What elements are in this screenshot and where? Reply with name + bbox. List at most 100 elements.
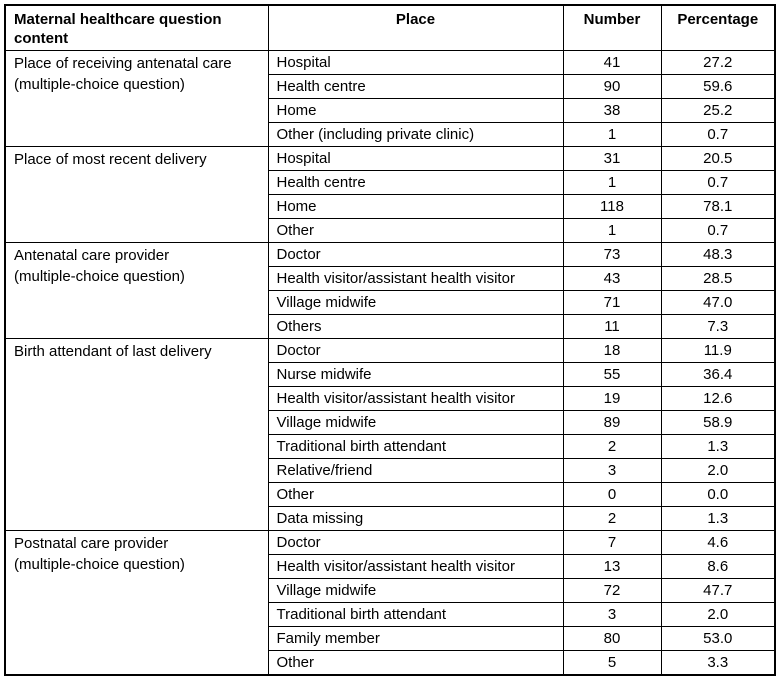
number-cell: 1 [562, 170, 662, 195]
number-cell: 43 [562, 266, 662, 291]
number-cell: 55 [562, 362, 662, 387]
place-cell: Home [267, 98, 564, 123]
table-row: Village midwife 89 58.9 [5, 410, 776, 435]
percentage-cell: 2.0 [660, 602, 776, 627]
percentage-cell: 28.5 [660, 266, 776, 291]
table-row: Other 0 0.0 [5, 482, 776, 507]
percentage-cell: 3.3 [660, 650, 776, 676]
number-cell: 2 [562, 434, 662, 459]
number-cell: 11 [562, 314, 662, 339]
table-row: Health visitor/assistant health visitor 4… [5, 266, 776, 291]
percentage-cell: 47.7 [660, 578, 776, 603]
number-cell: 18 [562, 338, 662, 363]
table-row: Other 5 3.3 [5, 650, 776, 676]
place-cell: Other [267, 650, 564, 676]
number-cell: 71 [562, 290, 662, 315]
column-header-percentage: Percentage [660, 4, 776, 51]
place-cell: Doctor [267, 338, 564, 363]
table-row: Postnatal care provider (multiple-choice … [4, 530, 776, 676]
place-cell: Health centre [267, 170, 564, 195]
place-cell: Hospital [267, 146, 564, 171]
number-cell: 80 [562, 626, 662, 651]
percentage-cell: 58.9 [660, 410, 776, 435]
percentage-cell: 48.3 [660, 242, 776, 267]
place-cell: Data missing [267, 506, 564, 531]
percentage-cell: 59.6 [660, 74, 776, 99]
place-cell: Traditional birth attendant [267, 434, 564, 459]
number-cell: 89 [562, 410, 662, 435]
table-row: Village midwife 72 47.7 [5, 578, 776, 603]
number-cell: 0 [562, 482, 662, 507]
number-cell: 3 [562, 458, 662, 483]
number-cell: 5 [562, 650, 662, 676]
column-header-place: Place [267, 4, 564, 51]
percentage-cell: 2.0 [660, 458, 776, 483]
question-text: Postnatal care provider [14, 535, 169, 552]
column-header-number: Number [562, 4, 662, 51]
percentage-cell: 53.0 [660, 626, 776, 651]
table-row: Health centre 90 59.6 [5, 74, 776, 99]
question-text: Place of receiving antenatal care [14, 55, 232, 72]
number-cell: 41 [562, 50, 662, 75]
place-cell: Relative/friend [267, 458, 564, 483]
percentage-cell: 12.6 [660, 386, 776, 411]
percentage-cell: 36.4 [660, 362, 776, 387]
place-cell: Doctor [267, 242, 564, 267]
percentage-cell: 0.7 [660, 170, 776, 195]
question-content-cell: Place of receiving antenatal care (multip… [4, 50, 269, 147]
question-note: (multiple-choice question) [14, 76, 185, 93]
percentage-cell: 7.3 [660, 314, 776, 339]
table-row: Home 38 25.2 [5, 98, 776, 123]
table-row: Relative/friend 3 2.0 [5, 458, 776, 483]
percentage-cell: 0.7 [660, 218, 776, 243]
table-row: Health visitor/assistant health visitor 1… [5, 386, 776, 411]
maternal-healthcare-table: Maternal healthcare question content Pla… [4, 4, 776, 676]
percentage-cell: 27.2 [660, 50, 776, 75]
percentage-cell: 8.6 [660, 554, 776, 579]
place-cell: Village midwife [267, 410, 564, 435]
percentage-cell: 25.2 [660, 98, 776, 123]
column-header-question-content: Maternal healthcare question content [4, 4, 269, 51]
percentage-cell: 1.3 [660, 506, 776, 531]
percentage-cell: 1.3 [660, 434, 776, 459]
place-cell: Other [267, 482, 564, 507]
question-note: (multiple-choice question) [14, 268, 185, 285]
number-cell: 38 [562, 98, 662, 123]
place-cell: Doctor [267, 530, 564, 555]
number-cell: 19 [562, 386, 662, 411]
percentage-cell: 4.6 [660, 530, 776, 555]
place-cell: Other [267, 218, 564, 243]
place-cell: Health visitor/assistant health visitor [267, 554, 564, 579]
place-cell: Home [267, 194, 564, 219]
place-cell: Others [267, 314, 564, 339]
table-row: Place of most recent delivery Hospital 31 2… [4, 146, 776, 243]
place-cell: Hospital [267, 50, 564, 75]
table-row: Place of receiving antenatal care (multip… [4, 50, 776, 147]
number-cell: 118 [562, 194, 662, 219]
number-cell: 1 [562, 218, 662, 243]
place-cell: Family member [267, 626, 564, 651]
place-cell: Nurse midwife [267, 362, 564, 387]
percentage-cell: 11.9 [660, 338, 776, 363]
place-cell: Village midwife [267, 578, 564, 603]
number-cell: 72 [562, 578, 662, 603]
number-cell: 3 [562, 602, 662, 627]
table-row: Other (including private clinic) 1 0.7 [5, 122, 776, 147]
question-content-cell: Place of most recent delivery [4, 146, 269, 243]
table-row: Health visitor/assistant health visitor 1… [5, 554, 776, 579]
percentage-cell: 0.7 [660, 122, 776, 147]
header-row: Maternal healthcare question content Pla… [4, 4, 776, 51]
table-row: Family member 80 53.0 [5, 626, 776, 651]
percentage-cell: 78.1 [660, 194, 776, 219]
question-text: Birth attendant of last delivery [14, 343, 212, 360]
number-cell: 2 [562, 506, 662, 531]
table-row: Village midwife 71 47.0 [5, 290, 776, 315]
place-cell: Health visitor/assistant health visitor [267, 266, 564, 291]
table-row: Health centre 1 0.7 [5, 170, 776, 195]
table-row: Antenatal care provider (multiple-choice … [4, 242, 776, 339]
question-content-cell: Postnatal care provider (multiple-choice … [4, 530, 269, 676]
question-text: Antenatal care provider [14, 247, 170, 264]
number-cell: 1 [562, 122, 662, 147]
question-content-cell: Antenatal care provider (multiple-choice … [4, 242, 269, 339]
